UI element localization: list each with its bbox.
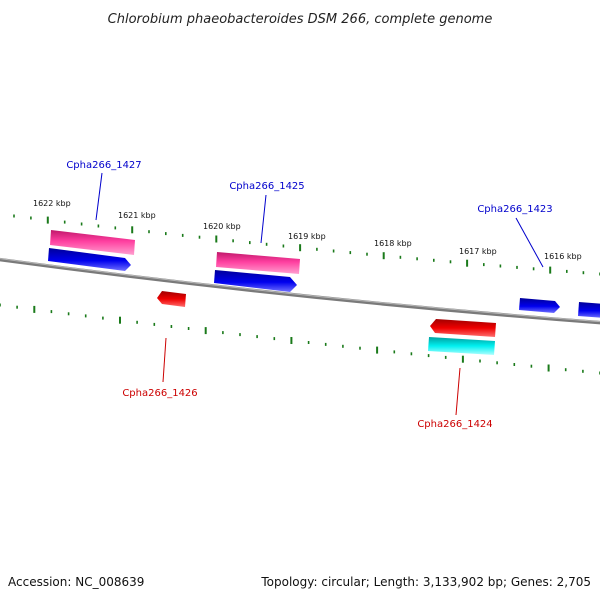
gene-callout-lines <box>95 172 544 416</box>
upper-tick-ring <box>13 214 600 276</box>
map-title: Chlorobium phaeobacteroides DSM 266, com… <box>108 12 493 27</box>
tick-label: 1618 kbp <box>374 239 412 248</box>
accession-text: Accession: NC_008639 <box>8 575 145 589</box>
forward-genes <box>48 248 600 318</box>
tick-labels: 1622 kbp 1621 kbp 1620 kbp 1619 kbp 1618… <box>33 199 582 261</box>
callout-line <box>515 217 544 268</box>
cds-bar-cpha266-1425[interactable] <box>216 252 300 274</box>
tick-label: 1619 kbp <box>288 232 326 241</box>
gene-label-cpha266-1427[interactable]: Cpha266_1427 <box>66 160 141 171</box>
gene-label-cpha266-1424[interactable]: Cpha266_1424 <box>417 419 492 430</box>
reverse-genes <box>157 291 496 337</box>
gene-label-cpha266-1426[interactable]: Cpha266_1426 <box>122 388 197 399</box>
cds-bar-cpha266-1427[interactable] <box>50 230 135 255</box>
gene-arrow-cpha266-1425[interactable] <box>214 270 297 292</box>
tick-label: 1620 kbp <box>203 222 241 231</box>
gene-arrow-cpha266-1426[interactable] <box>157 291 186 307</box>
forward-cds-bars <box>50 230 300 274</box>
gene-labels: Cpha266_1427 Cpha266_1425 Cpha266_1423 C… <box>66 160 552 430</box>
gene-arrow-cpha266-1427[interactable] <box>48 248 131 271</box>
gene-arrow-partial[interactable] <box>578 302 600 318</box>
gene-arrow-cpha266-1424[interactable] <box>430 319 496 337</box>
backbone-highlight <box>0 258 600 323</box>
tick-label: 1616 kbp <box>544 252 582 261</box>
tick-label: 1622 kbp <box>33 199 71 208</box>
callout-line <box>162 337 167 383</box>
gene-label-cpha266-1423[interactable]: Cpha266_1423 <box>477 204 552 215</box>
gene-arrow-cpha266-1423[interactable] <box>519 298 560 313</box>
tick-label: 1621 kbp <box>118 211 156 220</box>
callout-line <box>260 194 267 244</box>
lower-tick-ring <box>0 303 600 375</box>
genome-summary-text: Topology: circular; Length: 3,133,902 bp… <box>261 575 591 589</box>
genome-backbone <box>0 257 600 325</box>
gene-label-cpha266-1425[interactable]: Cpha266_1425 <box>229 181 304 192</box>
callout-line <box>95 172 103 221</box>
callout-line <box>455 367 461 416</box>
cds-bar-cpha266-1424[interactable] <box>428 337 495 355</box>
tick-label: 1617 kbp <box>459 247 497 256</box>
